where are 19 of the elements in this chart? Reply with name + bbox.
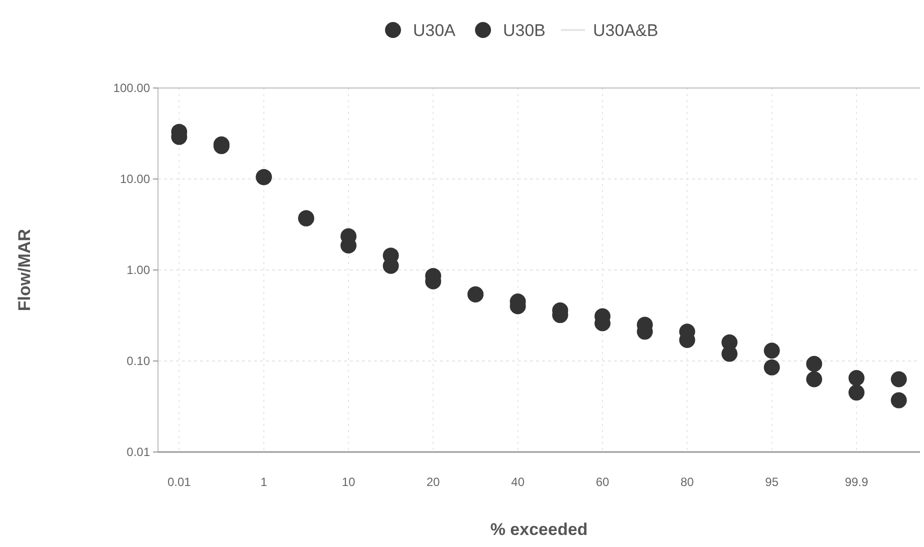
x-axis-title: % exceeded [490, 520, 588, 539]
legend-label: U30A&B [593, 21, 658, 40]
x-tick-label: 1 [260, 475, 268, 489]
y-tick-label: 0.10 [126, 354, 150, 368]
x-tick-label: 95 [765, 475, 779, 489]
x-tick-label: 80 [680, 475, 694, 489]
x-tick-label: 40 [511, 475, 525, 489]
legend-label: U30A [413, 21, 456, 40]
y-tick-label: 1.00 [126, 263, 150, 278]
x-tick-label: 0.01 [167, 475, 192, 489]
x-tick-label: 99.9 [844, 475, 868, 489]
y-axis-title: Flow/MAR [15, 228, 34, 312]
y-tick-label: 0.01 [126, 445, 150, 460]
x-tick-label: 60 [596, 475, 610, 489]
y-tick-label: 100.00 [113, 81, 150, 96]
legend-label: U30B [503, 21, 546, 40]
x-tick-label: 20 [426, 475, 440, 489]
y-tick-label: 10.00 [120, 172, 150, 186]
x-tick-label: 10 [342, 475, 356, 489]
